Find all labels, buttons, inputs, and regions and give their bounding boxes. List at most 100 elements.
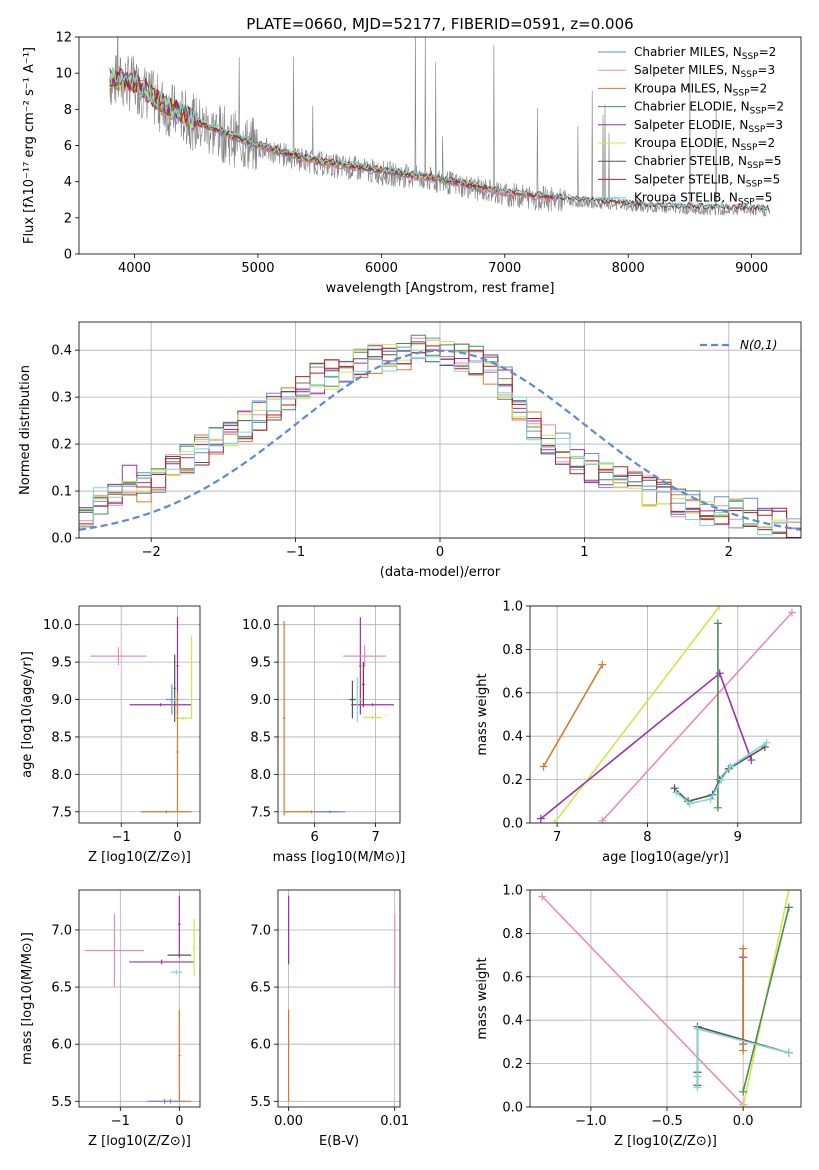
model-kroupa_miles bbox=[109, 72, 556, 202]
marker-kroupa_stelib bbox=[762, 738, 771, 747]
y-tick-label: 8.5 bbox=[51, 730, 72, 745]
y-tick-label: 0.2 bbox=[502, 773, 523, 788]
y-tick-label: 0.4 bbox=[51, 344, 72, 359]
plot-area bbox=[90, 617, 193, 814]
marker-kroupa_stelib bbox=[693, 1024, 702, 1033]
x-tick-label: 0 bbox=[173, 830, 181, 845]
marker-kroupa_elodie bbox=[784, 890, 793, 894]
series-chabrier_elodie bbox=[742, 907, 790, 1092]
axes-frame bbox=[277, 605, 401, 824]
y-tick-label: 0.4 bbox=[502, 730, 523, 745]
x-tick-label: 4000 bbox=[118, 261, 151, 276]
hist-salpeter_stelib bbox=[79, 345, 801, 538]
x-tick-label: 0 bbox=[436, 545, 444, 560]
marker-salpeter_miles bbox=[787, 608, 796, 617]
axes-frame bbox=[78, 321, 802, 539]
marker-kroupa_stelib bbox=[717, 775, 726, 784]
y-tick-label: 5.5 bbox=[250, 1095, 271, 1110]
axes-frame bbox=[529, 605, 802, 824]
axes-frame bbox=[277, 889, 401, 1108]
y-tick-label: 8.0 bbox=[250, 768, 271, 783]
y-tick-label: 0.6 bbox=[502, 970, 523, 985]
y-tick-label: 0.3 bbox=[51, 391, 72, 406]
plot-area bbox=[79, 334, 801, 538]
y-tick-label: 9.5 bbox=[250, 656, 271, 671]
x-tick-label: 6 bbox=[310, 830, 318, 845]
y-tick-label: 0.0 bbox=[51, 532, 72, 547]
y-axis-label: mass weight bbox=[475, 957, 490, 1039]
marker-kroupa_elodie bbox=[739, 1103, 748, 1107]
marker-salpeter_elodie bbox=[747, 756, 756, 765]
chart-mass_vs_Z: −1 0 5.5 6.0 6.5 7.0 Z [log10(Z/Z⊙)] mass [log1… bbox=[20, 889, 201, 1149]
chart-age_vs_mass: 6 7 7.5 8.0 8.5 9.0 9.5 10.0 mass [log10(M/M⊙)] bbox=[242, 605, 405, 865]
y-tick-label: 0.2 bbox=[51, 438, 72, 453]
x-tick-label: 0 bbox=[175, 1114, 183, 1129]
y-tick-label: 0.1 bbox=[51, 485, 72, 500]
y-axis-label: age [log10(age/yr)] bbox=[20, 651, 35, 778]
marker-kroupa_elodie bbox=[550, 819, 559, 823]
data-spectrum bbox=[109, 37, 771, 217]
marker-chabrier_elodie bbox=[784, 903, 793, 912]
axes-frame bbox=[78, 605, 201, 824]
y-tick-label: 7.0 bbox=[51, 923, 72, 938]
legend-label: Kroupa MILES, NSSP=2 bbox=[634, 81, 767, 98]
chart-residuals: −2 −1 0 1 2 0.0 0.1 0.2 0.3 0.4 N(0,1) (data-model)… bbox=[18, 321, 802, 580]
x-tick-label: 1 bbox=[580, 545, 588, 560]
legend-label: Salpeter MILES, NSSP=3 bbox=[634, 63, 775, 80]
model-kroupa_stelib bbox=[109, 67, 770, 211]
y-tick-label: 9.0 bbox=[250, 693, 271, 708]
legend-label: Chabrier ELODIE, NSSP=2 bbox=[634, 100, 784, 117]
x-tick-label: 0.01 bbox=[380, 1114, 409, 1129]
legend-label: N(0,1) bbox=[740, 338, 777, 352]
y-tick-label: 6.5 bbox=[250, 981, 271, 996]
plot-area bbox=[109, 37, 771, 217]
x-tick-label: 2 bbox=[725, 545, 733, 560]
y-tick-label: 0.8 bbox=[502, 643, 523, 658]
x-tick-label: 9 bbox=[734, 830, 742, 845]
chart-age_vs_Z: −1 0 7.5 8.0 8.5 9.0 9.5 10.0 Z [log10(Z/Z⊙)] age… bbox=[20, 605, 201, 865]
marker-chabrier_stelib bbox=[670, 784, 679, 793]
y-tick-label: 0.6 bbox=[502, 686, 523, 701]
plot-area bbox=[538, 890, 793, 1107]
marker-chabrier_elodie bbox=[713, 803, 722, 812]
y-tick-label: 0.2 bbox=[502, 1057, 523, 1072]
figure-title: PLATE=0660, MJD=52177, FIBERID=0591, z=0… bbox=[246, 15, 633, 33]
x-axis-label: age [log10(age/yr)] bbox=[602, 850, 729, 865]
y-tick-label: 9.0 bbox=[51, 693, 72, 708]
marker-kroupa_stelib bbox=[706, 795, 715, 804]
model-chabrier_miles bbox=[109, 70, 557, 203]
y-tick-label: 0 bbox=[64, 248, 72, 263]
y-tick-label: 5.5 bbox=[51, 1095, 72, 1110]
chart-mass_weight_vs_age: 7 8 9 0.0 0.2 0.4 0.6 0.8 1.0 age [log10(age/yr)]… bbox=[475, 600, 802, 865]
y-tick-label: 0.0 bbox=[502, 817, 523, 832]
x-tick-label: −0.5 bbox=[651, 1114, 683, 1129]
marker-kroupa_stelib bbox=[693, 1083, 702, 1092]
series-salpeter_miles bbox=[601, 611, 793, 822]
y-tick-label: 6.0 bbox=[250, 1038, 271, 1053]
x-axis-label: wavelength [Angstrom, rest frame] bbox=[326, 281, 555, 296]
x-tick-label: 9000 bbox=[735, 261, 768, 276]
y-axis-label: Flux [fλ10⁻¹⁷ erg cm⁻² s⁻¹ A⁻¹] bbox=[22, 47, 37, 244]
x-tick-label: 0.00 bbox=[274, 1114, 303, 1129]
y-tick-label: 2 bbox=[64, 211, 72, 226]
marker-kroupa_miles bbox=[739, 944, 748, 953]
marker-salpeter_elodie bbox=[715, 669, 724, 678]
x-tick-label: −1 bbox=[112, 830, 131, 845]
y-tick-label: 6.5 bbox=[51, 981, 72, 996]
legend-label: Salpeter ELODIE, NSSP=3 bbox=[634, 118, 783, 135]
y-tick-label: 8.5 bbox=[250, 730, 271, 745]
x-tick-label: 6000 bbox=[365, 261, 398, 276]
x-tick-label: −1.0 bbox=[575, 1114, 607, 1129]
x-tick-label: −1 bbox=[111, 1114, 130, 1129]
y-tick-label: 8 bbox=[64, 103, 72, 118]
normal-curve bbox=[79, 349, 801, 531]
series-kroupa_stelib bbox=[696, 1027, 790, 1088]
marker-salpeter_miles bbox=[598, 816, 607, 823]
y-axis-label: Normed distribution bbox=[18, 365, 33, 495]
legend-label: Kroupa ELODIE, NSSP=2 bbox=[634, 136, 775, 153]
x-tick-label: 7 bbox=[371, 830, 379, 845]
legend-label: Chabrier MILES, NSSP=2 bbox=[634, 45, 776, 62]
y-tick-label: 9.5 bbox=[51, 656, 72, 671]
marker-salpeter_elodie bbox=[536, 814, 545, 823]
y-tick-label: 1.0 bbox=[502, 884, 523, 899]
